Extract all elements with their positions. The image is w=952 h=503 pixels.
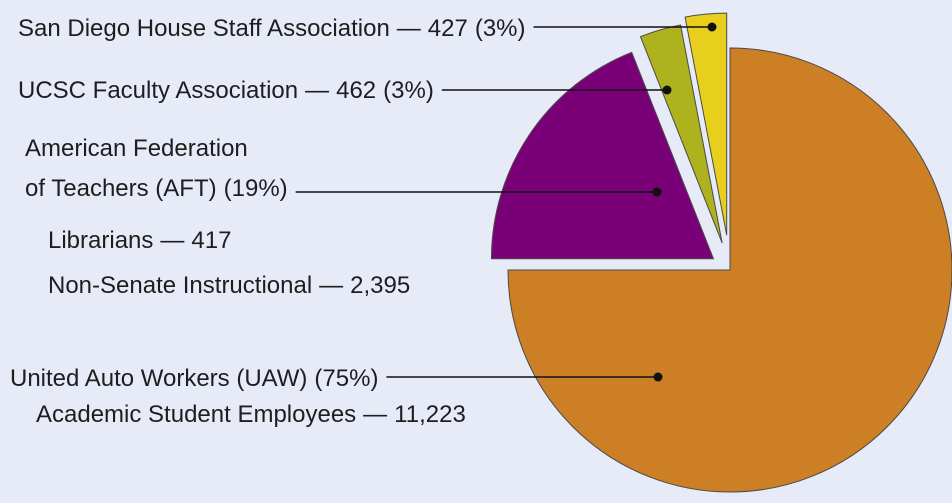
slice-label: United Auto Workers (UAW) (75%) (10, 365, 378, 392)
category-name: American Federation (25, 135, 248, 162)
label-dot (652, 187, 662, 197)
category-name: of Teachers (AFT) (25, 175, 217, 202)
label-dot (707, 22, 717, 32)
percent-label: (3%) (383, 77, 434, 104)
category-name: United Auto Workers (UAW) (10, 365, 307, 392)
member-label: Non-Senate Instructional — 2,395 (48, 272, 410, 299)
member-count: 2,395 (350, 272, 410, 299)
category-name: San Diego House Staff Association (18, 15, 390, 42)
member-label: Librarians — 417 (48, 227, 231, 254)
member-name: Librarians (48, 227, 153, 254)
slice-label: American Federation (25, 135, 248, 162)
separator: — (160, 227, 184, 254)
member-name: Non-Senate Instructional (48, 272, 312, 299)
member-count: 462 (336, 77, 376, 104)
category-name: UCSC Faculty Association (18, 77, 298, 104)
pie-slice (639, 24, 723, 244)
slice-label: of Teachers (AFT) (19%) (25, 175, 288, 202)
percent-label: (75%) (314, 365, 378, 392)
member-count: 417 (191, 227, 231, 254)
label-dot (662, 85, 672, 95)
member-label: Academic Student Employees — 11,223 (36, 401, 466, 428)
member-name: Academic Student Employees (36, 401, 356, 428)
member-count: 11,223 (394, 401, 466, 428)
slice-label: San Diego House Staff Association — 427 (3%… (18, 15, 526, 42)
label-dot (653, 372, 663, 382)
pie-slice (490, 51, 715, 260)
pie-slice (507, 47, 952, 493)
separator: — (397, 15, 421, 42)
percent-label: (19%) (224, 175, 288, 202)
percent-label: (3%) (475, 15, 526, 42)
separator: — (319, 272, 343, 299)
member-count: 427 (428, 15, 468, 42)
separator: — (305, 77, 329, 104)
pie-slice (684, 12, 728, 236)
separator: — (363, 401, 387, 428)
slice-label: UCSC Faculty Association — 462 (3%) (18, 77, 434, 104)
